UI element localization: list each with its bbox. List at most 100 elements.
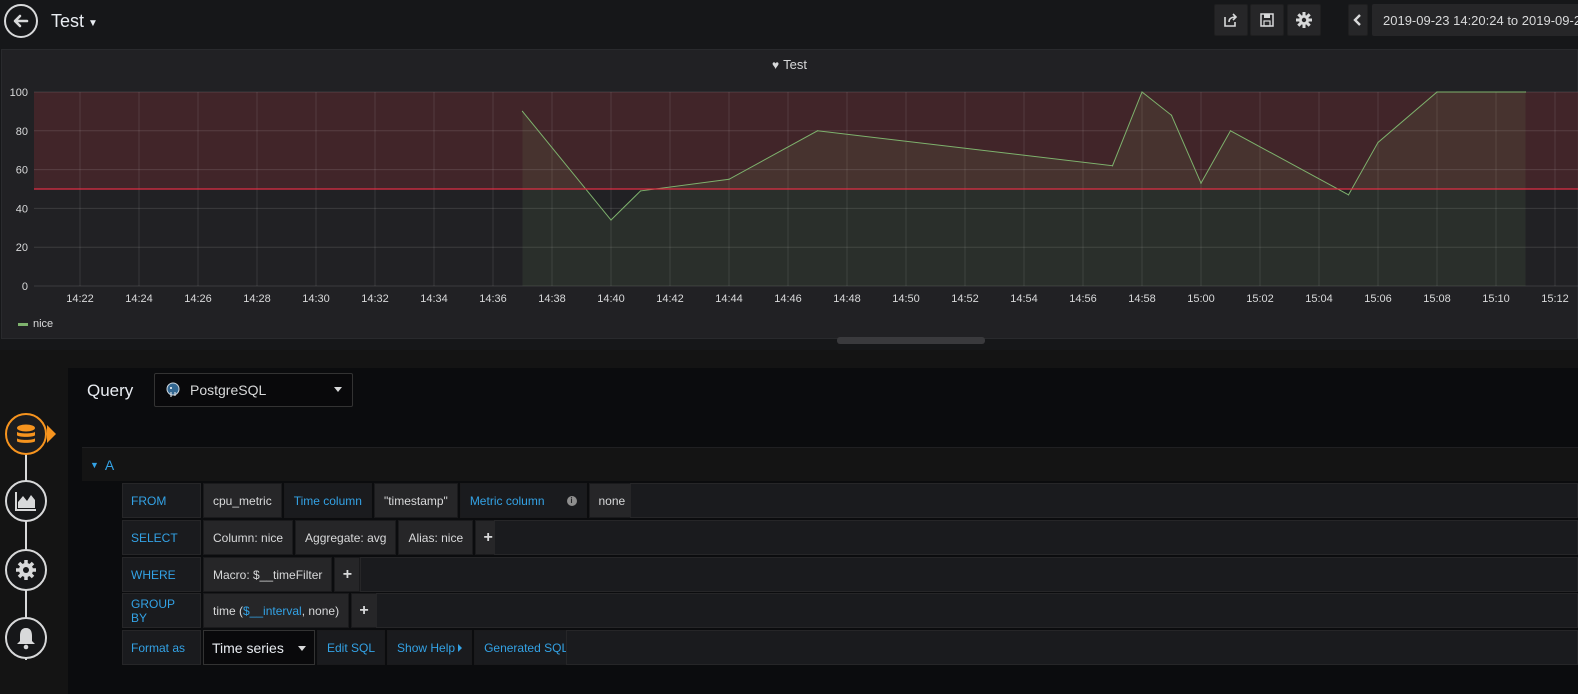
group-by-row: GROUP BY time ($__interval, none) + [122,593,378,628]
data-point [1141,91,1143,93]
x-tick-label: 14:58 [1128,293,1156,305]
legend-item-nice[interactable]: nice [18,318,53,330]
data-point [728,178,730,180]
x-tick-label: 14:52 [951,293,979,305]
y-tick-label: 60 [16,165,28,177]
group-by-row-fill [376,593,1578,628]
queries-tab[interactable] [5,413,47,455]
group-by-segment[interactable]: time ($__interval, none) [203,593,350,628]
gear-icon [1296,12,1312,28]
panel-title[interactable]: ♥ Test [2,57,1577,72]
select-row-fill [494,520,1578,555]
edit-sql-button[interactable]: Edit SQL [317,630,386,665]
format-select-value: Time series [212,639,284,656]
data-point [1170,114,1173,116]
x-tick-label: 15:10 [1482,293,1510,305]
alias-segment[interactable]: Alias: nice [398,520,474,555]
where-keyword: WHERE [122,557,201,592]
area-chart-icon [15,492,36,511]
active-tab-arrow [47,425,56,443]
datasource-picker[interactable]: PostgreSQL [154,373,353,407]
add-where-button[interactable]: + [334,557,361,592]
cog-icon [16,560,36,580]
settings-button[interactable] [1287,4,1321,36]
data-point [1229,130,1232,132]
y-tick-label: 40 [16,203,28,215]
chevron-left-icon [1353,14,1361,26]
format-select[interactable]: Time series [203,630,315,665]
time-back-button[interactable] [1348,4,1368,36]
save-button[interactable] [1250,4,1284,36]
bell-icon [17,628,35,650]
metric-column-label: Metric column i [459,483,587,518]
data-point [1200,182,1202,184]
panel-resize-handle[interactable] [837,337,985,344]
back-button[interactable] [4,4,38,38]
caret-right-icon [458,643,463,652]
format-as-label: Format as [122,630,201,665]
x-tick-label: 15:02 [1246,293,1274,305]
legend-label: nice [33,318,54,330]
from-row: FROM cpu_metric Time column "timestamp" … [122,483,636,518]
caret-down-icon: ▼ [88,18,98,29]
x-tick-label: 14:34 [420,293,448,305]
x-tick-label: 14:56 [1069,293,1097,305]
time-range-picker[interactable]: 2019-09-23 14:20:24 to 2019-09-23 15:12:… [1372,4,1578,36]
alert-tab[interactable] [5,617,47,659]
x-tick-label: 14:50 [892,293,920,305]
format-row-fill [566,630,1578,665]
dashboard-title-text: Test [51,11,85,31]
data-point [1524,91,1527,93]
heart-icon: ♥ [772,58,780,72]
caret-down-icon: ▼ [90,459,99,470]
x-tick-label: 15:08 [1423,293,1451,305]
y-tick-label: 100 [10,87,28,99]
table-segment[interactable]: cpu_metric [203,483,282,518]
x-tick-label: 15:06 [1364,293,1392,305]
time-column-segment[interactable]: "timestamp" [373,483,458,518]
x-tick-label: 14:44 [715,293,743,305]
panel-title-text: Test [783,57,807,72]
add-group-by-button[interactable]: + [351,593,378,628]
line-chart[interactable]: 0 20 40 60 80 100 14:22 14:24 14:26 14:28 14:30 14:… [0,0,1578,320]
share-icon [1224,13,1238,27]
data-point [1111,165,1114,167]
y-tick-label: 0 [22,281,28,293]
data-point [610,219,612,221]
threshold-region [34,92,1578,189]
save-icon [1260,13,1274,27]
time-column-label: Time column [283,483,372,518]
group-by-interval[interactable]: $__interval [243,603,302,618]
query-row-label: A [104,456,115,473]
data-point [1436,91,1438,93]
y-tick-label: 20 [16,242,28,254]
aggregate-segment[interactable]: Aggregate: avg [295,520,397,555]
x-tick-label: 14:40 [597,293,625,305]
select-keyword: SELECT [122,520,201,555]
where-row: WHERE Macro: $__timeFilter + [122,557,361,592]
from-keyword: FROM [122,483,201,518]
group-by-prefix: time ( [213,603,243,618]
caret-down-icon [298,646,306,651]
data-point [1377,141,1379,144]
x-tick-label: 14:30 [302,293,330,305]
arrow-left-icon [13,14,29,28]
group-by-suffix: , none) [301,603,340,618]
query-row-a-header[interactable]: ▼ A [82,447,1578,481]
show-help-button[interactable]: Show Help [387,630,473,665]
info-icon[interactable]: i [566,495,577,506]
select-row: SELECT Column: nice Aggregate: avg Alias… [122,520,502,555]
x-tick-label: 15:04 [1305,293,1333,305]
visualization-tab[interactable] [5,480,47,522]
x-tick-label: 14:26 [184,293,212,305]
x-tick-label: 14:36 [479,293,507,305]
macro-segment[interactable]: Macro: $__timeFilter [203,557,333,592]
metric-column-segment[interactable]: none [588,483,636,518]
dashboard-title[interactable]: Test ▼ [51,11,98,32]
x-tick-label: 14:28 [243,293,271,305]
group-by-keyword: GROUP BY [122,593,201,628]
share-button[interactable] [1214,4,1248,36]
general-tab[interactable] [5,549,47,591]
column-segment[interactable]: Column: nice [203,520,294,555]
from-row-fill [630,483,1578,518]
